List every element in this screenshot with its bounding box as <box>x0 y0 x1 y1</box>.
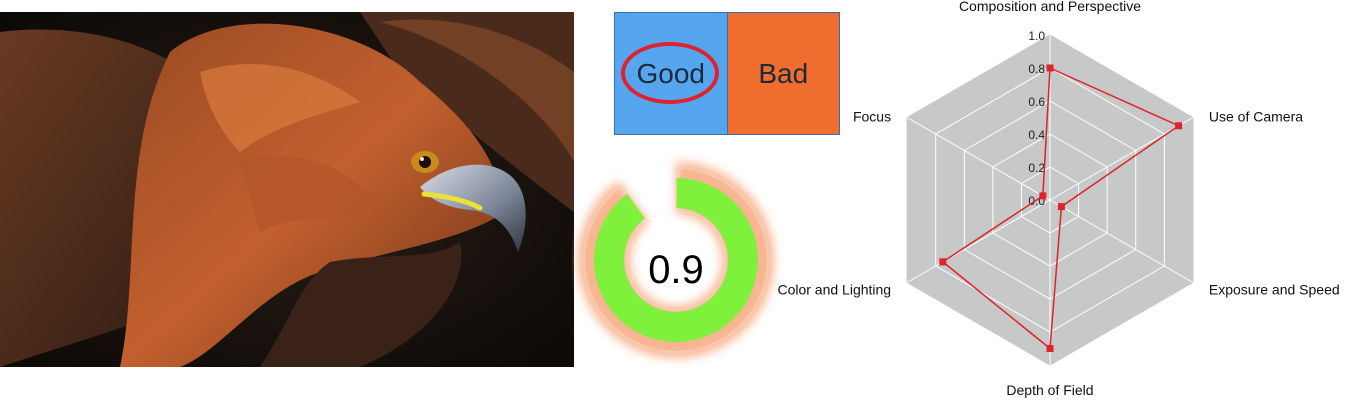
gauge-ring <box>594 178 758 342</box>
good-option: Good <box>615 13 728 134</box>
bad-label: Bad <box>758 57 809 89</box>
eagle-photo <box>0 12 574 367</box>
gauge-ring-edge <box>583 166 769 353</box>
radar-data-point <box>1046 64 1054 72</box>
radar-spoke <box>906 199 1051 283</box>
radar-data-point <box>1039 192 1047 200</box>
radar-spoke <box>1049 117 1194 201</box>
radar-data-point <box>1057 203 1065 211</box>
radar-data-point <box>939 258 947 266</box>
selected-highlight <box>621 42 719 104</box>
radar-spoke <box>1049 199 1194 283</box>
radar-tick-label: 0.2 <box>1028 161 1045 175</box>
score-gauge: 0.9 <box>572 150 792 370</box>
radar-axis-label: Focus <box>853 109 891 125</box>
radar-axis-label: Exposure and Speed <box>1209 282 1340 298</box>
radar-tick-label: 0.4 <box>1028 128 1045 142</box>
radar-axis-label: Use of Camera <box>1209 109 1303 125</box>
radar-tick-label: 0.8 <box>1028 62 1045 76</box>
verdict-panel: Good Bad <box>614 12 840 135</box>
radar-data-point <box>1046 345 1054 352</box>
radar-spoke <box>906 117 1051 201</box>
radar-tick-label: 1.0 <box>1028 29 1045 43</box>
radar-axis-label: Color and Lighting <box>777 282 891 298</box>
bad-option: Bad <box>727 13 839 134</box>
radar-data-point <box>1175 122 1183 130</box>
radar-tick-label: 0.6 <box>1028 95 1045 109</box>
score-value: 0.9 <box>648 248 704 292</box>
radar-chart: 0.0 0.2 0.4 0.6 0.8 1.0 Composition and Perspe… <box>760 0 1358 404</box>
gauge-layer <box>578 162 774 358</box>
radar-axis-label: Depth of Field <box>1006 382 1093 398</box>
radar-axis-label: Composition and Perspective <box>959 0 1141 14</box>
